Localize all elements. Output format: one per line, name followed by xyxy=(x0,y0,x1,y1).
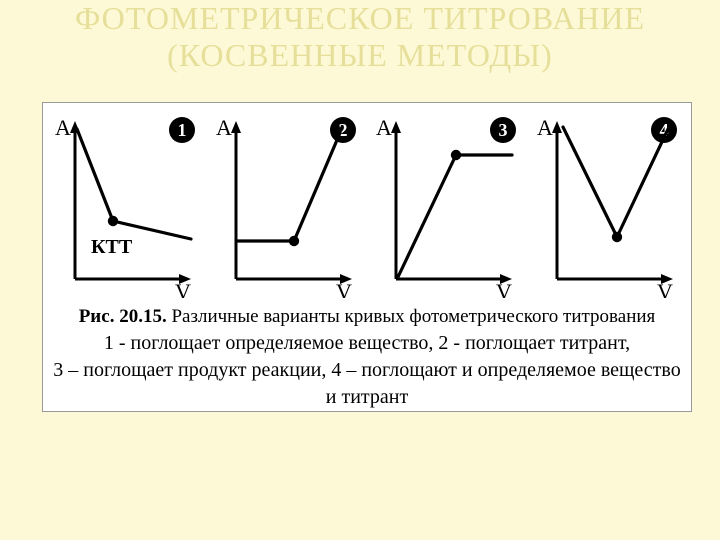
curve-segment xyxy=(617,127,669,237)
chart-svg-3: A V 3 xyxy=(372,113,522,298)
chart-svg-4: AV4 xyxy=(533,113,683,298)
equivalence-point-marker xyxy=(612,232,622,242)
slide-title: ФОТОМЕТРИЧЕСКОЕ ТИТРОВАНИЕ (КОСВЕННЫЕ МЕ… xyxy=(0,0,720,74)
figure-caption: Рис. 20.15. Различные варианты кривых фо… xyxy=(51,298,683,411)
ktt-annotation: КТТ xyxy=(91,236,133,258)
caption-legend-2: 3 – поглощает продукт реакции, 4 – погло… xyxy=(51,357,683,411)
x-axis-label: V xyxy=(496,279,512,298)
chart-panel-4: AV4 xyxy=(533,113,683,298)
y-axis-label: A xyxy=(216,115,232,140)
panels-row: AV1КТТAV2AV3AV4 xyxy=(51,113,683,298)
y-axis-label: A xyxy=(55,115,71,140)
x-axis-label: V xyxy=(336,279,352,298)
caption-legend-1: 1 - поглощает определяемое вещество, 2 -… xyxy=(51,330,683,357)
x-axis-label: V xyxy=(657,279,673,298)
slide-root: { "background_color": "#fdf9d6", "title"… xyxy=(0,0,720,540)
chart-panel-2: AV2 xyxy=(212,113,362,298)
panel-badge-number: 1 xyxy=(178,120,187,140)
chart-svg-1: A V 1 КТТ xyxy=(51,113,201,298)
curve-segment xyxy=(398,155,456,277)
curve-segment xyxy=(563,127,617,237)
caption-title: Различные варианты кривых фотометрическо… xyxy=(171,306,655,327)
chart-panel-1: A V 1 КТТ xyxy=(51,113,201,298)
equivalence-point-marker xyxy=(108,216,118,226)
y-axis-label: A xyxy=(537,115,553,140)
chart-panel-3: A V 3 xyxy=(372,113,522,298)
y-axis-label: A xyxy=(376,115,392,140)
x-axis-label: V xyxy=(175,279,191,298)
curve-segment xyxy=(77,129,113,221)
curve-segment xyxy=(294,133,340,241)
equivalence-point-marker xyxy=(288,236,298,246)
equivalence-point-marker xyxy=(451,150,461,160)
figure-container: AV1КТТAV2AV3AV4 Рис. 20.15. Различные ва… xyxy=(42,102,692,412)
panel-badge-number: 3 xyxy=(499,120,508,140)
caption-label: Рис. 20.15. xyxy=(79,306,167,327)
chart-svg-2: AV2 xyxy=(212,113,362,298)
